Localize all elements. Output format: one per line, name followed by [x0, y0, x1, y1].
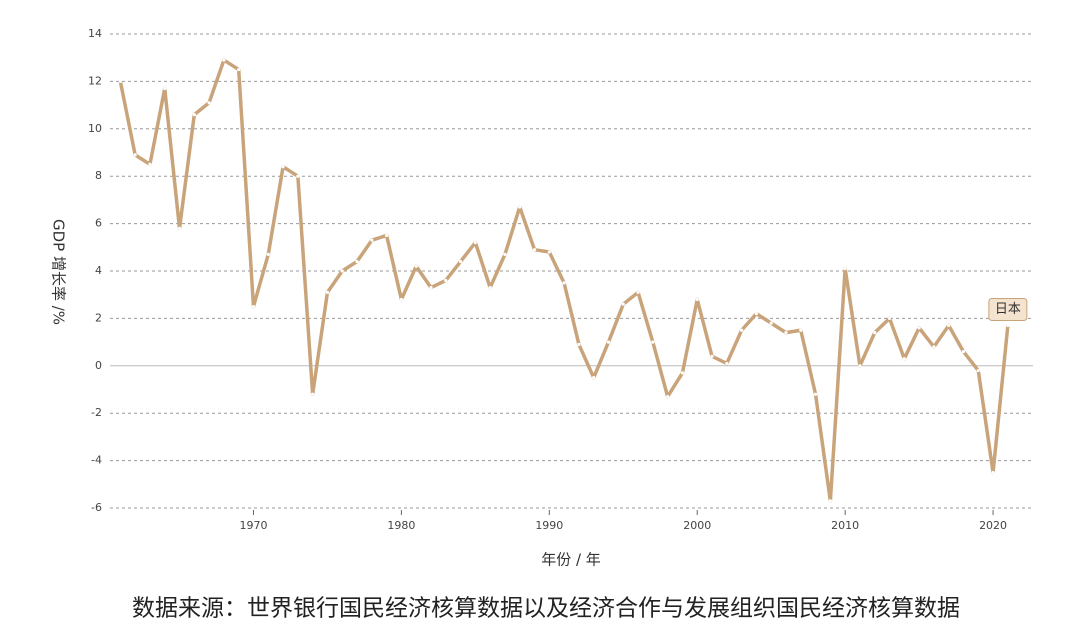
point: [784, 331, 788, 335]
point: [370, 238, 374, 242]
point: [636, 290, 640, 294]
point: [562, 281, 566, 285]
point: [355, 259, 359, 264]
point: [458, 259, 463, 264]
point: [725, 361, 729, 366]
point: [740, 328, 744, 332]
point: [399, 297, 403, 302]
point: [207, 101, 211, 105]
point: [799, 328, 803, 332]
x-tick-label: 2000: [683, 519, 711, 532]
y-tick-label: 10: [88, 122, 102, 135]
y-tick-label: -4: [91, 454, 102, 467]
y-tick-label: 0: [95, 359, 102, 372]
source: 数据来源：世界银行国民经济核算数据以及经济合作与发展组织国民经济核算数据: [132, 596, 960, 622]
y-tick-label: -6: [91, 501, 102, 514]
point: [961, 349, 966, 354]
x-tick-label: 2010: [831, 519, 859, 532]
legend-box: [988, 298, 1028, 322]
point: [163, 86, 167, 91]
point: [902, 357, 906, 361]
point: [266, 252, 270, 257]
point: [932, 345, 936, 349]
point: [118, 79, 122, 83]
point: [222, 58, 226, 62]
point: [311, 392, 315, 396]
point: [710, 354, 714, 358]
point: [148, 162, 152, 166]
point: [754, 312, 758, 316]
x-tick-label: 2020: [979, 519, 1007, 532]
point: [680, 371, 685, 375]
point: [828, 499, 832, 503]
point: [325, 290, 330, 294]
legend-label: 日本: [995, 302, 1021, 317]
point: [873, 331, 877, 335]
y-tick-label: 12: [88, 74, 102, 87]
point: [414, 264, 418, 268]
point: [296, 174, 300, 178]
point: [769, 321, 773, 325]
point: [666, 395, 670, 399]
point: [947, 323, 951, 328]
point: [695, 297, 699, 302]
point: [813, 392, 818, 396]
y-tick-label: 4: [95, 264, 102, 277]
point: [606, 340, 611, 344]
point: [473, 240, 477, 245]
y-tick-label: 14: [88, 27, 102, 40]
x-tick-label: 1980: [387, 519, 415, 532]
line: [118, 58, 1010, 503]
point: [444, 278, 448, 283]
point: [991, 470, 995, 475]
point: [488, 285, 492, 290]
point: [385, 233, 389, 238]
point: [621, 302, 625, 306]
y-tick-label: -2: [91, 406, 102, 419]
point: [577, 342, 581, 347]
point: [843, 267, 847, 271]
point: [503, 252, 507, 257]
point: [340, 269, 344, 273]
point: [1006, 323, 1010, 328]
y-tick-label: 8: [95, 169, 102, 182]
x-tick-label: 1990: [535, 519, 563, 532]
point: [429, 285, 433, 290]
point: [177, 226, 182, 230]
y-tick-label: 2: [95, 311, 102, 324]
point: [532, 248, 537, 252]
point: [858, 364, 862, 368]
point: [976, 368, 980, 373]
point: [133, 153, 137, 157]
point: [547, 250, 551, 254]
y-axis-label: GDP 增长率 /%: [50, 219, 68, 325]
point: [917, 326, 921, 330]
point: [592, 376, 596, 380]
point: [518, 205, 522, 209]
point: [192, 112, 196, 117]
x-tick-label: 1970: [239, 519, 267, 532]
point: [887, 316, 892, 320]
x-axis-label: 年份 / 年: [541, 551, 601, 569]
y-tick-label: 6: [95, 217, 102, 230]
point: [651, 340, 655, 344]
point: [237, 67, 241, 72]
point: [251, 304, 256, 309]
point: [281, 165, 285, 169]
